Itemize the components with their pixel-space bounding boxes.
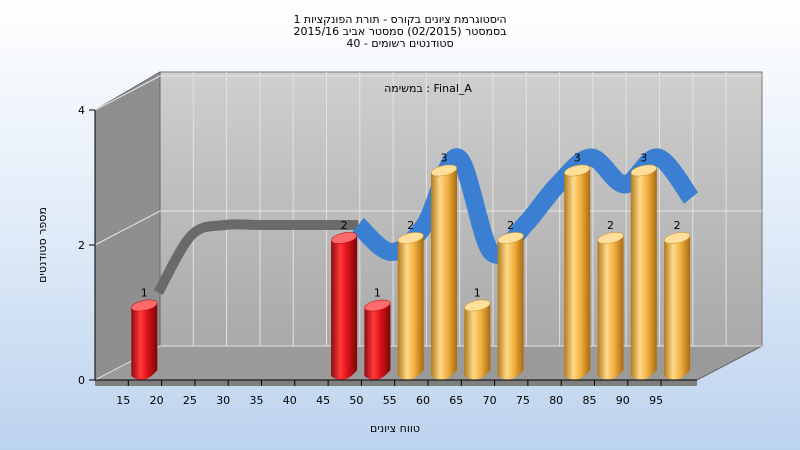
bar-body	[331, 235, 358, 380]
bar-value-label: 3	[574, 152, 581, 165]
bar: 2	[497, 219, 524, 380]
bar-body	[564, 167, 591, 380]
y-tick-label: 2	[78, 239, 85, 252]
bar: 3	[430, 152, 458, 380]
bar-value-label: 2	[507, 219, 514, 232]
bar-body	[364, 302, 391, 380]
gridlines	[94, 72, 762, 381]
bar-top	[364, 299, 391, 312]
x-tick-label: 40	[283, 394, 297, 407]
bar-top	[630, 164, 657, 177]
bar-top	[331, 232, 358, 244]
floor	[94, 345, 763, 381]
bar-top	[430, 164, 458, 177]
y-gridline	[94, 210, 762, 246]
chart-subtitle: במשימה : Final_A	[384, 82, 472, 95]
bar: 3	[564, 152, 591, 380]
bar-top	[664, 232, 691, 244]
chart-title-line-2: בסמסטר (02/2015) סמסטר אביב 2015/16	[293, 25, 507, 38]
bar-value-label: 2	[607, 219, 614, 232]
bar-top	[597, 232, 624, 244]
x-tick-label: 65	[449, 394, 463, 407]
bar-value-label: 2	[407, 219, 414, 232]
x-tick-label: 55	[383, 394, 397, 407]
x-tick-label: 90	[616, 394, 630, 407]
y-axis-label: מספר סטודנטים	[36, 207, 49, 283]
bar-body	[497, 235, 524, 380]
x-tick-label: 50	[349, 394, 363, 407]
bar-value-label: 1	[374, 287, 381, 300]
bar-top	[464, 299, 491, 312]
bar-value-label: 2	[674, 219, 681, 232]
x-axis-label: טווח ציונים	[370, 422, 420, 435]
x-tick-label: 70	[483, 394, 497, 407]
bar: 2	[397, 219, 424, 380]
bar-body	[464, 302, 491, 380]
y-tick-label: 4	[78, 104, 85, 117]
bar-value-label: 1	[474, 287, 481, 300]
bar: 2	[664, 219, 691, 380]
y-gridline	[94, 345, 762, 381]
bar: 1	[364, 287, 391, 380]
x-tick-label: 35	[250, 394, 264, 407]
x-tick-label: 85	[583, 394, 597, 407]
bar-body	[431, 167, 457, 380]
bar-top	[397, 232, 424, 244]
x-tick-label: 30	[216, 394, 230, 407]
bar-top	[564, 164, 591, 177]
bar: 1	[131, 287, 158, 380]
y-gridline	[94, 75, 762, 111]
bar-body	[131, 302, 158, 380]
bar-body	[664, 235, 691, 380]
axes: 0 2 4 15 20 25 30 35 40 45 50 55 60 65 70 75 80 85 90 95	[78, 104, 697, 407]
ribbon-gray	[153, 219, 359, 296]
bar-body	[597, 235, 624, 380]
bar-body	[397, 235, 424, 380]
chart-title-line-1: היסטוגרמת ציונים בקורס - תורת הפונקציות …	[293, 13, 507, 26]
x-tick-label: 15	[116, 394, 130, 407]
x-tick-label: 20	[150, 394, 164, 407]
x-tick-label: 75	[516, 394, 530, 407]
x-tick-label: 80	[549, 394, 563, 407]
chart-title-line-3: סטודנטים רשומים - 40	[346, 37, 454, 50]
bar-top	[497, 232, 524, 244]
y-tick-label: 0	[78, 374, 85, 387]
bar-body	[630, 167, 657, 380]
x-tick-label: 45	[316, 394, 330, 407]
floor-edge	[95, 380, 697, 386]
bar-value-label: 1	[141, 287, 148, 300]
x-tick-label: 95	[649, 394, 663, 407]
bar: 2	[331, 219, 358, 380]
x-tick-label: 60	[416, 394, 430, 407]
bar-top	[131, 299, 158, 312]
bar-value-label: 2	[341, 219, 348, 232]
x-tick-label: 25	[183, 394, 197, 407]
bar-value-label: 3	[640, 152, 647, 165]
bar-value-label: 3	[441, 152, 448, 165]
bar: 1	[464, 287, 491, 380]
bar: 2	[597, 219, 624, 380]
bars: 1 2 1 2 3 1 2 3 2 3 2	[131, 152, 691, 380]
bar: 3	[630, 152, 657, 380]
